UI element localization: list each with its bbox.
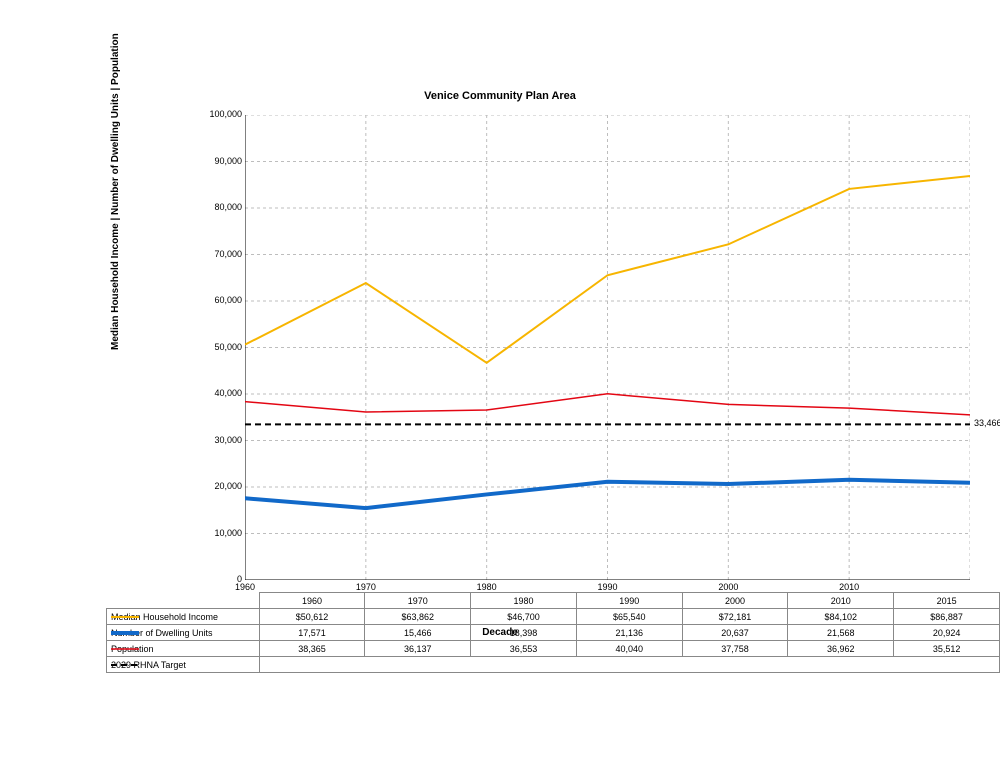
x-tick-label: 2000 bbox=[698, 582, 758, 592]
table-cell: 36,137 bbox=[365, 641, 471, 657]
table-cell: $65,540 bbox=[576, 609, 682, 625]
chart-lines bbox=[245, 115, 970, 580]
table-cell: 18,398 bbox=[471, 625, 577, 641]
table-col-header: 1990 bbox=[576, 593, 682, 609]
table-cell: 21,568 bbox=[788, 625, 894, 641]
table-col-header: 1980 bbox=[471, 593, 577, 609]
table-cell: $86,887 bbox=[894, 609, 1000, 625]
table-col-header: 2015 bbox=[894, 593, 1000, 609]
table-cell: $63,862 bbox=[365, 609, 471, 625]
table-cell bbox=[259, 657, 999, 673]
chart-title: Venice Community Plan Area bbox=[0, 90, 1000, 102]
y-tick-label: 30,000 bbox=[182, 435, 242, 445]
table-col-header: 1970 bbox=[365, 593, 471, 609]
table-cell: 38,365 bbox=[259, 641, 365, 657]
y-tick-label: 50,000 bbox=[182, 342, 242, 352]
x-tick-label: 1980 bbox=[457, 582, 517, 592]
x-tick-label: 1970 bbox=[336, 582, 396, 592]
table-row: Number of Dwelling Units17,57115,46618,3… bbox=[107, 625, 1000, 641]
table-cell: 36,962 bbox=[788, 641, 894, 657]
table-cell: 20,924 bbox=[894, 625, 1000, 641]
y-tick-label: 80,000 bbox=[182, 202, 242, 212]
table-col-header: 2000 bbox=[682, 593, 788, 609]
x-tick-label: 2010 bbox=[819, 582, 879, 592]
rhna-target-label: 33,466 bbox=[974, 418, 1000, 428]
legend-cell: 2029 RHNA Target bbox=[107, 657, 260, 673]
table-cell: 21,136 bbox=[576, 625, 682, 641]
table-cell: 35,512 bbox=[894, 641, 1000, 657]
legend-cell: Number of Dwelling Units bbox=[107, 625, 260, 641]
table-cell: 17,571 bbox=[259, 625, 365, 641]
table-cell: $72,181 bbox=[682, 609, 788, 625]
y-axis-title: Median Household Income | Number of Dwel… bbox=[110, 33, 121, 350]
table-cell: 20,637 bbox=[682, 625, 788, 641]
legend-data-table: 1960197019801990200020102015Median House… bbox=[106, 592, 1000, 673]
legend-cell: Population bbox=[107, 641, 260, 657]
table-cell: 15,466 bbox=[365, 625, 471, 641]
table-col-header: 2010 bbox=[788, 593, 894, 609]
y-tick-label: 70,000 bbox=[182, 249, 242, 259]
table-row: Population38,36536,13736,55340,04037,758… bbox=[107, 641, 1000, 657]
table-row: 2029 RHNA Target bbox=[107, 657, 1000, 673]
y-tick-label: 10,000 bbox=[182, 528, 242, 538]
x-tick-label: 1960 bbox=[215, 582, 275, 592]
table-row: Median Household Income$50,612$63,862$46… bbox=[107, 609, 1000, 625]
x-tick-label: 1990 bbox=[578, 582, 638, 592]
table-cell: 36,553 bbox=[471, 641, 577, 657]
y-tick-label: 60,000 bbox=[182, 295, 242, 305]
legend-cell: Median Household Income bbox=[107, 609, 260, 625]
y-tick-label: 40,000 bbox=[182, 388, 242, 398]
table-col-header: 1960 bbox=[259, 593, 365, 609]
y-tick-label: 20,000 bbox=[182, 481, 242, 491]
table-cell: $84,102 bbox=[788, 609, 894, 625]
table-cell: 40,040 bbox=[576, 641, 682, 657]
table-cell: $46,700 bbox=[471, 609, 577, 625]
y-tick-label: 100,000 bbox=[182, 109, 242, 119]
table-cell: 37,758 bbox=[682, 641, 788, 657]
y-tick-label: 90,000 bbox=[182, 156, 242, 166]
table-cell: $50,612 bbox=[259, 609, 365, 625]
